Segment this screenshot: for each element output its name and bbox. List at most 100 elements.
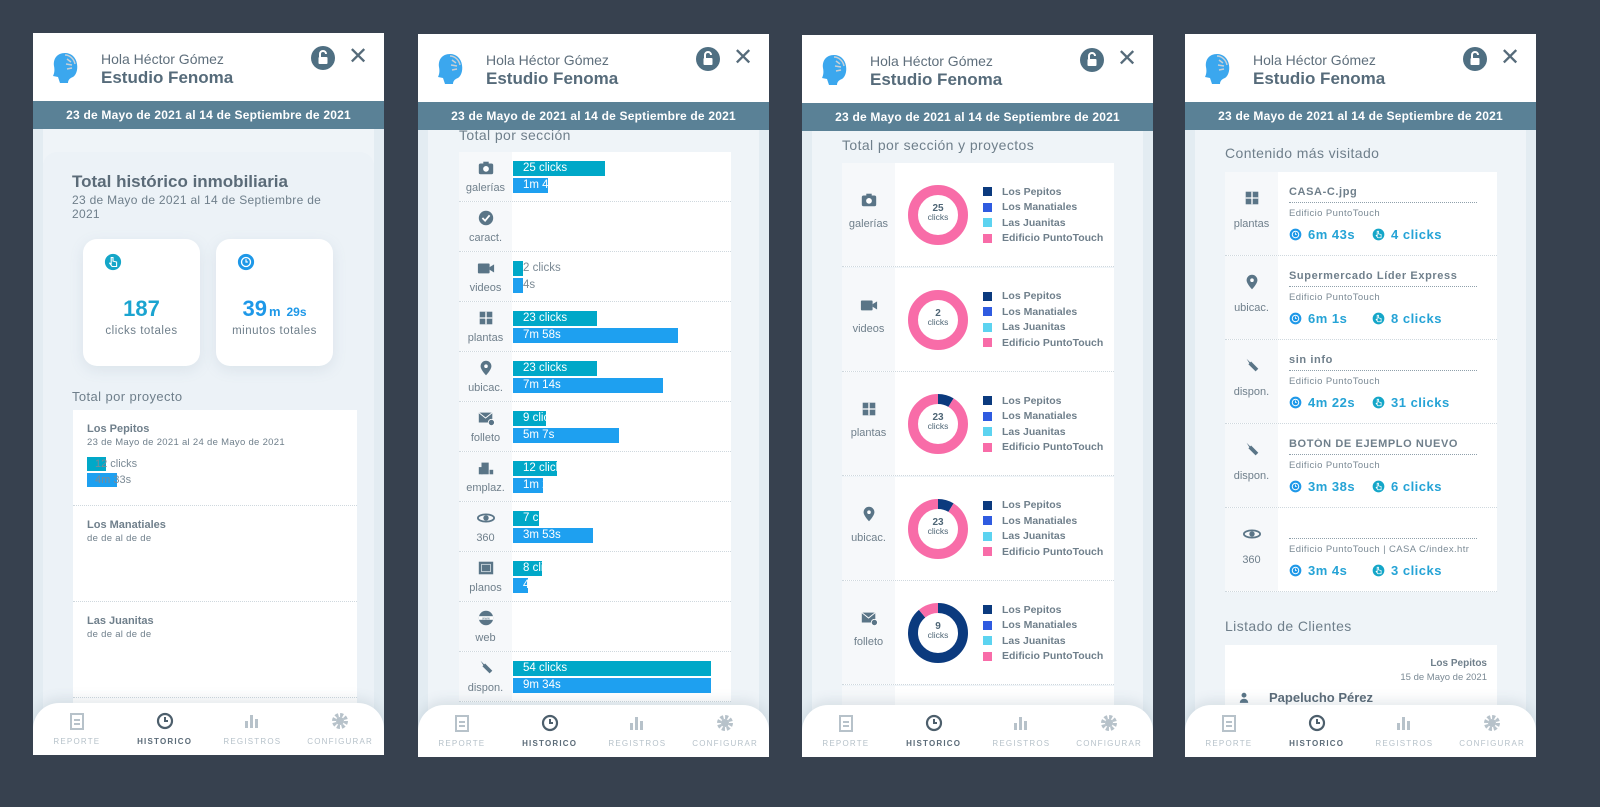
- section-row[interactable]: videos 2 clicks Los Pepitos Los Manatiales La…: [842, 267, 1114, 372]
- legend-swatch: [983, 547, 992, 557]
- section-label: plantas: [467, 332, 504, 344]
- donut-chart: [908, 185, 968, 245]
- time-value: 4m 22s: [1308, 395, 1356, 410]
- client-name: Papelucho Pérez: [1269, 690, 1374, 705]
- nav-label: CONFIGURAR: [1459, 739, 1526, 748]
- section-label: ubicac.: [468, 382, 503, 394]
- visited-item[interactable]: dispon. sin info Edificio PuntoTouch 4m 22s…: [1225, 340, 1497, 424]
- section-row[interactable]: www web: [459, 602, 731, 652]
- screen-total-por-seccion: Hola Héctor Gómez Estudio Fenoma ✕ 23 de Ma…: [418, 34, 769, 757]
- date-range-band: 23 de Mayo de 2021 al 14 de Septiembre d…: [802, 103, 1153, 131]
- close-button[interactable]: ✕: [348, 43, 369, 70]
- clients-title: Listado de Clientes: [1225, 618, 1352, 634]
- section-row[interactable]: ubicac. 23 clicks Los Pepitos Los Manatiales…: [842, 476, 1114, 581]
- section-row[interactable]: ubicac. 23 clicks 7m 14s: [459, 352, 731, 402]
- www-icon: www: [477, 609, 495, 632]
- section-label: plantas: [850, 427, 887, 439]
- video-icon: [477, 259, 495, 282]
- camera-icon: [477, 159, 495, 182]
- nav-configurar[interactable]: CONFIGURAR: [1065, 705, 1153, 757]
- legend-label: Los Manatiales: [1002, 514, 1078, 527]
- visited-item[interactable]: 360 Edificio PuntoTouch | CASA C/index.ht…: [1225, 508, 1497, 592]
- time-bar: 4s: [513, 278, 535, 293]
- section-row[interactable]: videos 2 clicks 4s: [459, 252, 731, 302]
- nav-reporte[interactable]: REPORTE: [802, 705, 890, 757]
- nav-registros[interactable]: REGISTROS: [978, 705, 1066, 757]
- nav-historico[interactable]: HISTORICO: [1273, 705, 1361, 757]
- section-row[interactable]: dispon. 54 clicks 9m 34s: [459, 652, 731, 702]
- nav-registros[interactable]: REGISTROS: [594, 705, 682, 757]
- nav-configurar[interactable]: CONFIGURAR: [681, 705, 769, 757]
- lock-button[interactable]: [311, 46, 335, 70]
- section-row[interactable]: caract.: [459, 202, 731, 252]
- section-label-col: 360: [459, 502, 512, 551]
- item-project: Edificio PuntoTouch: [1289, 292, 1381, 303]
- section-label-col: ubicac.: [1225, 256, 1278, 339]
- section-row[interactable]: plantas 23 clicks Los Pepitos Los Manatiales…: [842, 372, 1114, 476]
- section-label: plantas: [1233, 218, 1270, 230]
- nav-historico[interactable]: HISTORICO: [121, 703, 209, 755]
- legend-item: Las Juanitas: [983, 215, 1103, 231]
- time-stat: 3m 38s: [1289, 479, 1355, 494]
- app-header: Hola Héctor Gómez Estudio Fenoma ✕: [1185, 34, 1536, 102]
- section-row[interactable]: 360 7 clicks 3m 53s: [459, 502, 731, 552]
- nav-configurar[interactable]: CONFIGURAR: [296, 703, 384, 755]
- nav-icon-wrap: [121, 712, 209, 733]
- lock-button[interactable]: [696, 47, 720, 71]
- nav-reporte[interactable]: REPORTE: [418, 705, 506, 757]
- donut-unit: clicks: [927, 421, 949, 431]
- section-row[interactable]: folleto 9 clicks Los Pepitos Los Manatiales L…: [842, 581, 1114, 685]
- time-bar: 1m 28s: [513, 478, 561, 493]
- gear-icon: [330, 711, 350, 736]
- close-button[interactable]: ✕: [733, 44, 754, 71]
- close-button[interactable]: ✕: [1500, 44, 1521, 71]
- legend-label: Las Juanitas: [1002, 634, 1066, 647]
- nav-registros[interactable]: REGISTROS: [1361, 705, 1449, 757]
- badge-check-icon: [477, 209, 495, 232]
- section-label-col: ubicac.: [459, 352, 512, 401]
- nav-registros[interactable]: REGISTROS: [209, 703, 297, 755]
- visited-item[interactable]: ubicac. Supermercado Líder Express Edifici…: [1225, 256, 1497, 340]
- section-row[interactable]: folleto 9 clicks 5m 7s: [459, 402, 731, 452]
- lock-button[interactable]: [1463, 47, 1487, 71]
- section-row[interactable]: plantas 23 clicks 7m 58s: [459, 302, 731, 352]
- section-row[interactable]: planos 8 clicks 43s: [459, 552, 731, 602]
- clicks-bar: 8 clicks: [513, 561, 561, 576]
- visited-item[interactable]: dispon. BOTÓN DE EJEMPLO NUEVO Edificio Pu…: [1225, 424, 1497, 508]
- lock-button[interactable]: [1080, 48, 1104, 72]
- nav-label: HISTORICO: [906, 739, 962, 748]
- section-row[interactable]: galerías 25 clicks Los Pepitos Los Manatiale…: [842, 163, 1114, 267]
- project-name: Los Manatiales: [87, 519, 166, 531]
- visited-item[interactable]: plantas CASA-C.jpg Edificio PuntoTouch 6m 4…: [1225, 172, 1497, 256]
- project-row[interactable]: Los Manatiales de de al de de: [73, 506, 357, 602]
- nav-configurar[interactable]: CONFIGURAR: [1448, 705, 1536, 757]
- clicks-bar: 23 clicks: [513, 361, 598, 376]
- camera-icon: [860, 191, 878, 214]
- legend-label: Edificio PuntoTouch: [1002, 650, 1104, 663]
- project-dates: de de al de de: [87, 629, 152, 640]
- section-row[interactable]: emplaz. 12 clicks 1m 28s: [459, 452, 731, 502]
- donut-segment-edificio-puntotouch: [908, 289, 968, 350]
- legend-swatch: [983, 605, 992, 615]
- nav-reporte[interactable]: REPORTE: [33, 703, 121, 755]
- project-row[interactable]: Las Juanitas de de al de de: [73, 602, 357, 698]
- nav-historico[interactable]: HISTORICO: [890, 705, 978, 757]
- legend-item: Las Juanitas: [983, 529, 1103, 545]
- clicks-bar: 12 clicks: [87, 457, 137, 471]
- nav-label: REGISTROS: [992, 739, 1051, 748]
- nav-reporte[interactable]: REPORTE: [1185, 705, 1273, 757]
- legend-swatch: [983, 307, 992, 317]
- project-row[interactable]: Los Pepitos 23 de Mayo de 2021 al 24 de M…: [73, 410, 357, 506]
- bar-chart-icon: [242, 711, 262, 736]
- report-icon: [1219, 713, 1239, 738]
- clicks-label: 8 clicks: [523, 562, 561, 574]
- client-project: Los Pepitos: [1430, 658, 1487, 669]
- date-range-band: 23 de Mayo de 2021 al 14 de Septiembre d…: [418, 102, 769, 130]
- clicks-label: 7 clicks: [523, 512, 561, 524]
- section-row[interactable]: galerías 25 clicks 1m 41s: [459, 152, 731, 202]
- time-label: 4s: [523, 279, 536, 291]
- legend-label: Los Manatiales: [1002, 619, 1078, 632]
- close-button[interactable]: ✕: [1117, 45, 1138, 72]
- nav-historico[interactable]: HISTORICO: [506, 705, 594, 757]
- donut-legend: Los Pepitos Los Manatiales Las Juanitas Edi…: [983, 498, 1103, 560]
